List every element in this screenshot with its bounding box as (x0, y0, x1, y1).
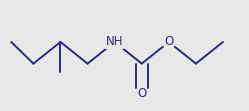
Text: NH: NH (106, 36, 124, 49)
Text: O: O (137, 87, 146, 100)
Text: O: O (164, 36, 174, 49)
